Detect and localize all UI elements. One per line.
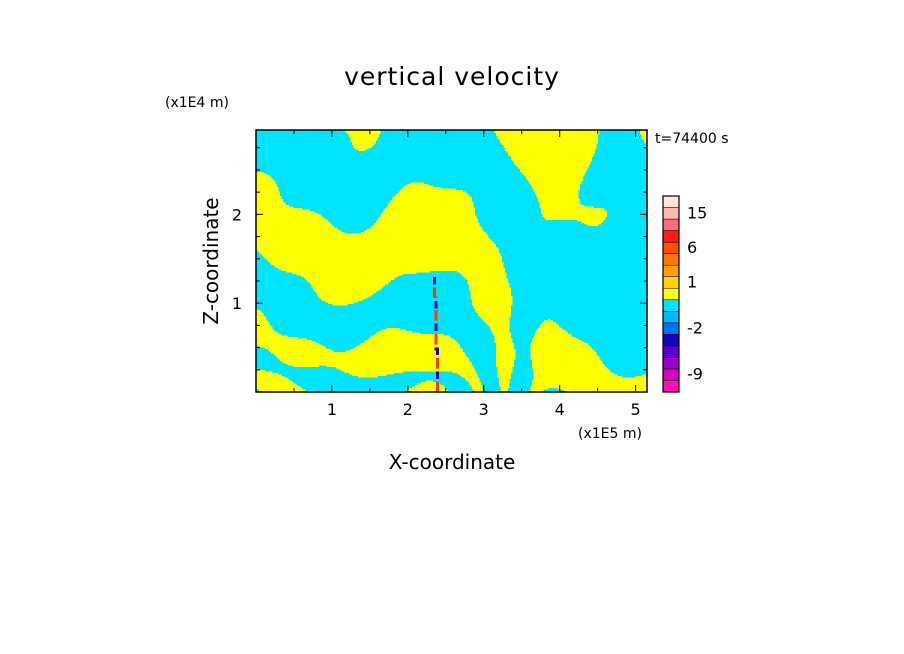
colorbar-segment <box>662 311 680 324</box>
x-tick-label: 1 <box>327 400 337 419</box>
chart-title: vertical velocity <box>344 62 560 91</box>
time-label: t=74400 s <box>655 131 729 147</box>
colorbar-segment <box>662 195 680 208</box>
colorbar-tick-label: 1 <box>687 272 697 291</box>
field-positive-region <box>256 130 647 392</box>
x-axis-ticks: 1 2 3 4 5 <box>293 130 641 419</box>
x-tick-label: 2 <box>403 400 413 419</box>
x-axis-label: X-coordinate <box>389 450 516 474</box>
x-tick-label: 3 <box>479 400 489 419</box>
colorbar-segment <box>662 264 680 277</box>
y-scale-note: (x1E4 m) <box>165 95 229 111</box>
velocity-field <box>256 130 647 392</box>
colorbar-segment <box>662 368 680 381</box>
colorbar-segment <box>662 345 680 358</box>
colorbar-segment <box>662 207 680 220</box>
y-axis-label: Z-coordinate <box>199 197 223 324</box>
colorbar-segment <box>662 322 680 335</box>
colorbar-segment <box>662 241 680 254</box>
colorbar: 15 6 1 -2 -9 <box>662 195 707 393</box>
colorbar-segment <box>662 357 680 370</box>
y-tick-label: 2 <box>232 205 242 224</box>
x-scale-note: (x1E5 m) <box>578 426 642 442</box>
colorbar-segment <box>662 299 680 312</box>
colorbar-tick-label: 6 <box>687 238 697 257</box>
colorbar-tick-label: 15 <box>687 203 707 222</box>
colorbar-frame <box>662 195 680 393</box>
x-tick-label: 5 <box>631 400 641 419</box>
plot-frame <box>255 129 648 393</box>
colorbar-tick-label: -2 <box>687 319 703 338</box>
colorbar-segment <box>662 276 680 289</box>
x-tick-label: 4 <box>555 400 565 419</box>
field-strong-updraft <box>433 287 439 392</box>
colorbar-segment <box>662 380 680 393</box>
y-axis-ticks: 12 <box>232 147 647 371</box>
colorbar-segment <box>662 334 680 347</box>
field-strong-downdraft <box>433 277 439 379</box>
colorbar-segment <box>662 287 680 301</box>
y-tick-label: 1 <box>232 294 242 313</box>
colorbar-tick-label: -9 <box>687 365 703 384</box>
colorbar-segment <box>662 218 680 231</box>
colorbar-segment <box>662 253 680 266</box>
colorbar-segment <box>662 230 680 243</box>
